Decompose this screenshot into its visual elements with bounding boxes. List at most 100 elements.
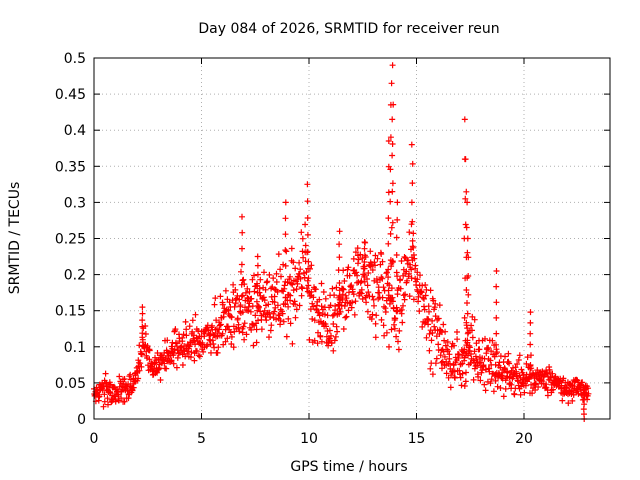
data-point bbox=[425, 321, 432, 328]
data-point bbox=[387, 166, 394, 173]
data-point bbox=[346, 272, 353, 279]
data-point bbox=[192, 311, 199, 318]
data-point bbox=[493, 330, 500, 337]
data-point bbox=[521, 389, 528, 396]
data-point bbox=[302, 242, 309, 249]
data-point bbox=[395, 346, 402, 353]
data-point bbox=[394, 199, 401, 206]
data-point bbox=[389, 116, 396, 123]
data-point bbox=[175, 350, 182, 357]
data-point bbox=[331, 337, 338, 344]
data-point bbox=[396, 327, 403, 334]
data-point bbox=[391, 325, 398, 332]
data-point bbox=[442, 328, 449, 335]
data-point bbox=[514, 361, 521, 367]
data-point bbox=[182, 318, 189, 325]
data-point bbox=[276, 312, 283, 319]
data-point bbox=[121, 376, 128, 382]
data-point bbox=[135, 375, 142, 382]
tick-labels: 0 0.05 0.1 0.15 0.2 0.25 0.3 0.35 0.4 0.45 0.5 0 5 10… bbox=[55, 51, 533, 447]
data-point bbox=[241, 336, 248, 343]
data-point bbox=[527, 363, 534, 369]
y-axis-label: SRMTID / TECUs bbox=[7, 182, 23, 295]
data-point bbox=[444, 339, 451, 345]
data-point bbox=[283, 333, 290, 340]
data-point bbox=[426, 308, 432, 315]
data-point bbox=[390, 101, 397, 108]
data-point bbox=[529, 390, 536, 397]
data-point bbox=[180, 331, 187, 338]
data-point bbox=[228, 341, 235, 347]
data-point bbox=[116, 373, 123, 380]
data-point bbox=[463, 319, 470, 326]
data-point bbox=[579, 379, 586, 386]
data-point bbox=[249, 276, 256, 283]
data-point bbox=[298, 284, 305, 291]
data-point bbox=[481, 381, 488, 388]
data-point bbox=[465, 329, 472, 336]
data-point bbox=[236, 328, 243, 335]
data-point bbox=[136, 342, 143, 349]
data-point bbox=[146, 347, 153, 354]
data-point bbox=[387, 134, 394, 141]
data-point bbox=[469, 334, 476, 341]
data-point bbox=[464, 249, 471, 256]
data-point bbox=[379, 258, 386, 265]
data-point bbox=[372, 320, 379, 327]
data-point bbox=[179, 338, 186, 345]
data-point bbox=[471, 316, 478, 323]
data-point bbox=[367, 248, 374, 255]
data-point bbox=[101, 391, 108, 398]
data-point bbox=[500, 393, 507, 400]
data-point bbox=[440, 321, 447, 328]
data-point bbox=[361, 239, 368, 246]
data-point bbox=[389, 188, 396, 195]
data-point bbox=[209, 322, 216, 329]
data-point bbox=[282, 300, 289, 307]
data-point bbox=[560, 375, 567, 382]
data-point bbox=[230, 281, 237, 288]
data-point bbox=[240, 323, 247, 330]
data-point bbox=[389, 219, 396, 226]
data-point bbox=[345, 307, 352, 314]
data-point bbox=[385, 274, 392, 281]
data-point bbox=[302, 221, 309, 228]
data-point bbox=[386, 282, 393, 289]
data-point bbox=[195, 352, 202, 359]
data-point bbox=[361, 278, 368, 285]
data-point bbox=[527, 330, 534, 337]
data-point bbox=[493, 268, 500, 274]
x-tick-label: 20 bbox=[515, 431, 533, 447]
data-point bbox=[261, 269, 267, 276]
data-point bbox=[297, 266, 304, 273]
data-point bbox=[550, 386, 556, 393]
data-point bbox=[406, 270, 412, 277]
data-point bbox=[236, 296, 243, 303]
data-point bbox=[408, 141, 415, 148]
data-point bbox=[253, 298, 260, 305]
data-point bbox=[280, 318, 287, 325]
data-point bbox=[422, 292, 429, 299]
data-point bbox=[480, 362, 487, 369]
data-point bbox=[410, 244, 417, 251]
data-point bbox=[444, 348, 451, 355]
data-point bbox=[281, 282, 288, 289]
data-point bbox=[345, 264, 352, 271]
data-point bbox=[385, 240, 392, 247]
data-point bbox=[388, 224, 395, 231]
data-point bbox=[260, 294, 267, 301]
data-point bbox=[358, 278, 365, 285]
data-point bbox=[464, 300, 470, 306]
data-point bbox=[285, 315, 292, 322]
data-point bbox=[349, 299, 356, 306]
data-point bbox=[196, 353, 203, 360]
data-point bbox=[442, 342, 449, 349]
data-point bbox=[490, 388, 497, 395]
data-point bbox=[357, 251, 364, 258]
data-point bbox=[406, 229, 413, 236]
data-point bbox=[121, 398, 128, 405]
data-point bbox=[389, 141, 396, 147]
data-point bbox=[277, 317, 284, 324]
data-point bbox=[207, 330, 214, 337]
